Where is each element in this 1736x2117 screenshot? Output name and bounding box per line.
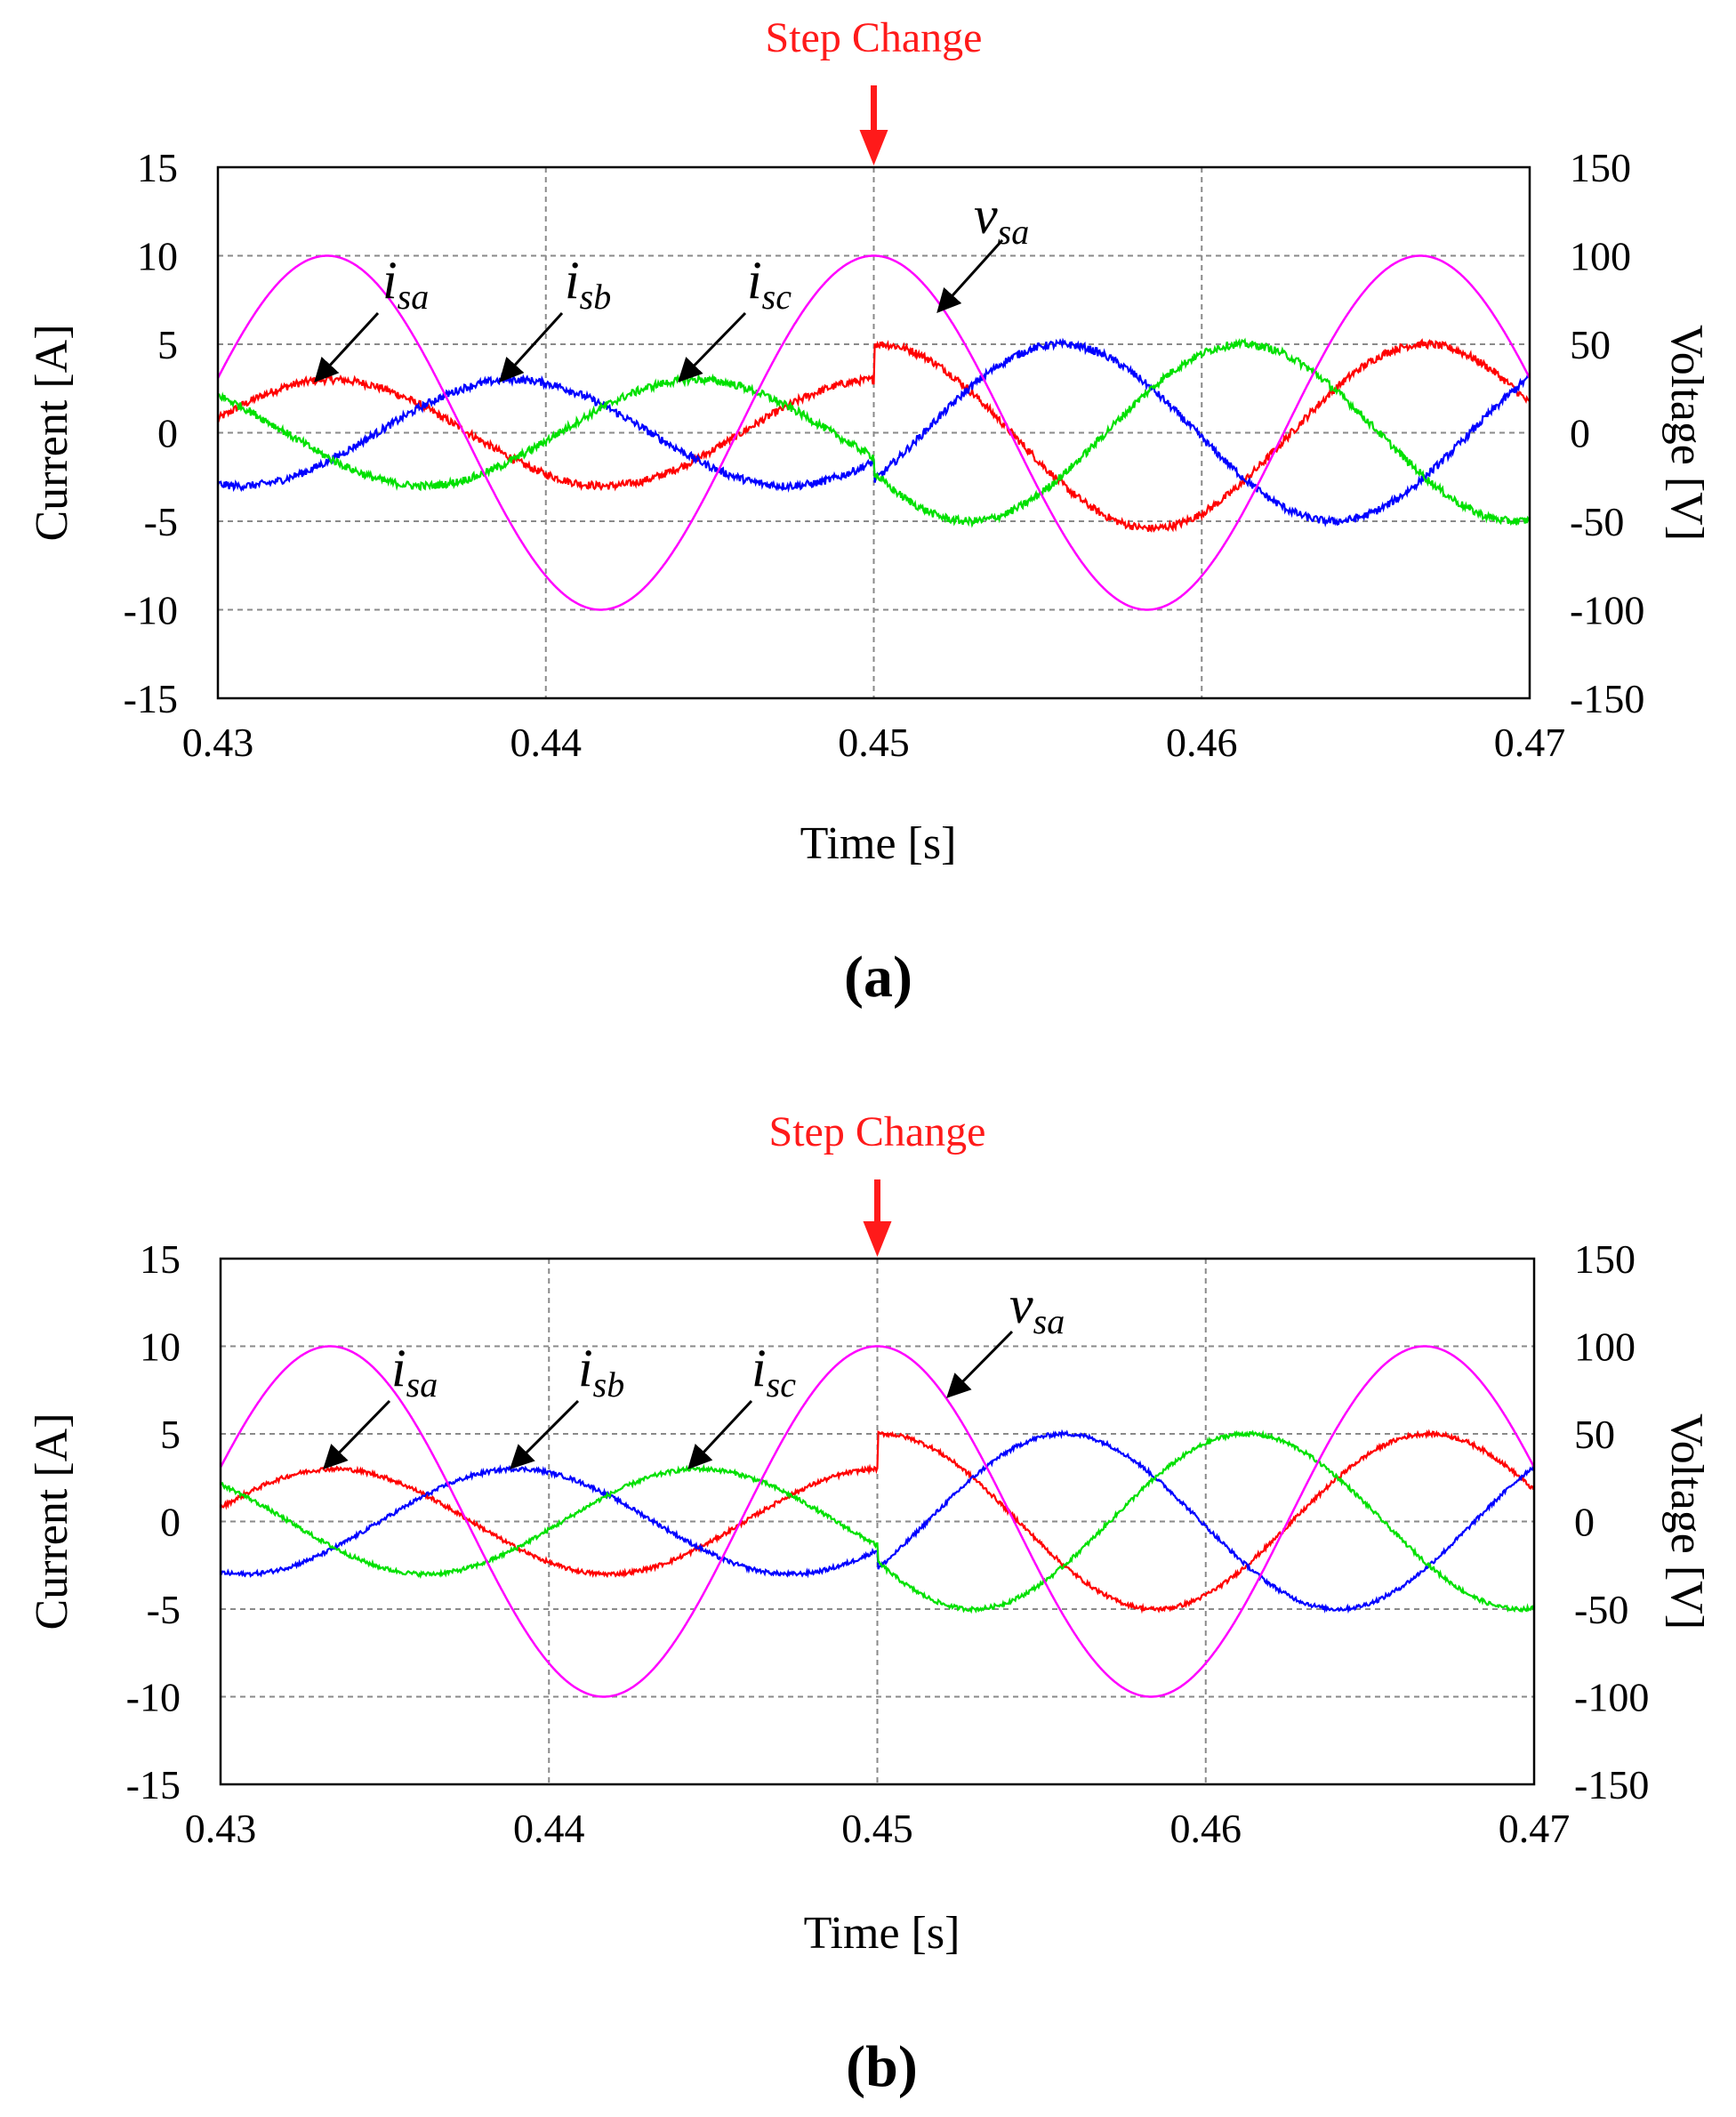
- y2-tick-label: -100: [1570, 588, 1644, 633]
- series-label-i-sc: isc: [747, 251, 792, 317]
- series-label-arrow: [323, 1399, 391, 1469]
- series-label-arrow: [510, 1399, 580, 1469]
- y2-tick-label: 150: [1570, 145, 1631, 190]
- series-label-v-sa: vsa: [1009, 1276, 1065, 1341]
- x-tick-label: 0.44: [513, 1806, 585, 1851]
- y2-tick-label: 50: [1574, 1412, 1615, 1457]
- step-change-arrow-head: [863, 1221, 892, 1257]
- x-tick-label: 0.44: [510, 720, 583, 765]
- x-tick-label: 0.47: [1494, 720, 1566, 765]
- series-line-i-sc: [218, 337, 1530, 528]
- y-axis-label: Current [A]: [27, 324, 77, 541]
- panel-label: (b): [846, 2034, 918, 2099]
- y-tick-label: -15: [126, 1762, 181, 1807]
- series-label-i-sb: isb: [565, 251, 611, 317]
- y2-axis-label: Voltage [V]: [1661, 325, 1712, 541]
- series-label-arrow: [314, 311, 380, 382]
- chart-panel-a: 0.43 0.44 0.45 0.46 0.47151050-5-10-15150100…: [27, 14, 1712, 1010]
- y-tick-label: 15: [137, 145, 178, 190]
- x-tick-label: 0.47: [1499, 1806, 1571, 1851]
- y-tick-label: -5: [144, 499, 178, 544]
- x-axis-label: Time [s]: [800, 818, 957, 869]
- y2-tick-label: 0: [1574, 1500, 1595, 1545]
- y-tick-label: 10: [140, 1324, 181, 1370]
- y2-tick-label: 100: [1570, 234, 1631, 279]
- plot-frame: [216, 165, 1531, 700]
- series-label-arrow: [687, 1399, 753, 1469]
- y-tick-label: 0: [157, 411, 178, 456]
- y2-tick-label: -50: [1570, 499, 1624, 544]
- series-line-v-sa: [221, 1345, 1534, 1698]
- y2-tick-label: 50: [1570, 322, 1611, 367]
- y2-tick-label: -100: [1574, 1675, 1649, 1720]
- step-change-label: Step Change: [769, 1108, 986, 1155]
- series-label-i-sb: isb: [578, 1339, 624, 1405]
- x-tick-label: 0.43: [182, 720, 254, 765]
- y2-axis-label: Voltage [V]: [1661, 1413, 1712, 1630]
- y-tick-label: -10: [126, 1675, 181, 1720]
- step-change-arrow-head: [859, 130, 888, 165]
- step-change-label: Step Change: [766, 14, 983, 61]
- series-label-arrow: [678, 311, 747, 382]
- y-tick-label: 5: [157, 322, 178, 367]
- y-tick-label: -10: [124, 588, 178, 633]
- y-tick-label: 15: [140, 1236, 181, 1282]
- y2-tick-label: 150: [1574, 1236, 1636, 1282]
- y2-tick-label: -50: [1574, 1587, 1628, 1632]
- y2-tick-label: 100: [1574, 1324, 1636, 1370]
- x-axis-label: Time [s]: [804, 1908, 960, 1959]
- series-label-arrow: [936, 238, 1004, 314]
- series-label-arrow: [499, 311, 564, 382]
- plot-frame: [219, 1257, 1536, 1786]
- x-tick-label: 0.46: [1170, 1806, 1242, 1851]
- series-label-arrow: [946, 1330, 1014, 1398]
- y-tick-label: 10: [137, 234, 178, 279]
- x-tick-label: 0.45: [838, 720, 910, 765]
- y-tick-label: 5: [160, 1412, 181, 1457]
- series-label-i-sa: isa: [382, 251, 429, 317]
- series-label-v-sa: vsa: [974, 186, 1029, 252]
- x-tick-label: 0.45: [841, 1806, 913, 1851]
- series-line-i-sa: [218, 338, 1530, 533]
- y-axis-label: Current [A]: [27, 1413, 77, 1630]
- y2-tick-label: -150: [1570, 676, 1644, 721]
- chart-panel-b: 0.43 0.44 0.45 0.46 0.47151050-5-10-15150100…: [27, 1108, 1712, 2099]
- panel-label: (a): [844, 945, 912, 1010]
- x-tick-label: 0.43: [185, 1806, 257, 1851]
- y-tick-label: -15: [124, 676, 178, 721]
- series-label-i-sa: isa: [391, 1339, 438, 1405]
- y-tick-label: -5: [147, 1587, 181, 1632]
- y2-tick-label: -150: [1574, 1762, 1649, 1807]
- x-tick-label: 0.46: [1166, 720, 1238, 765]
- y2-tick-label: 0: [1570, 411, 1590, 456]
- y-tick-label: 0: [160, 1500, 181, 1545]
- series-line-v-sa: [218, 254, 1530, 611]
- series-line-i-sa: [221, 1429, 1534, 1614]
- series-line-i-sc: [221, 1429, 1534, 1614]
- series-label-i-sc: isc: [751, 1339, 796, 1405]
